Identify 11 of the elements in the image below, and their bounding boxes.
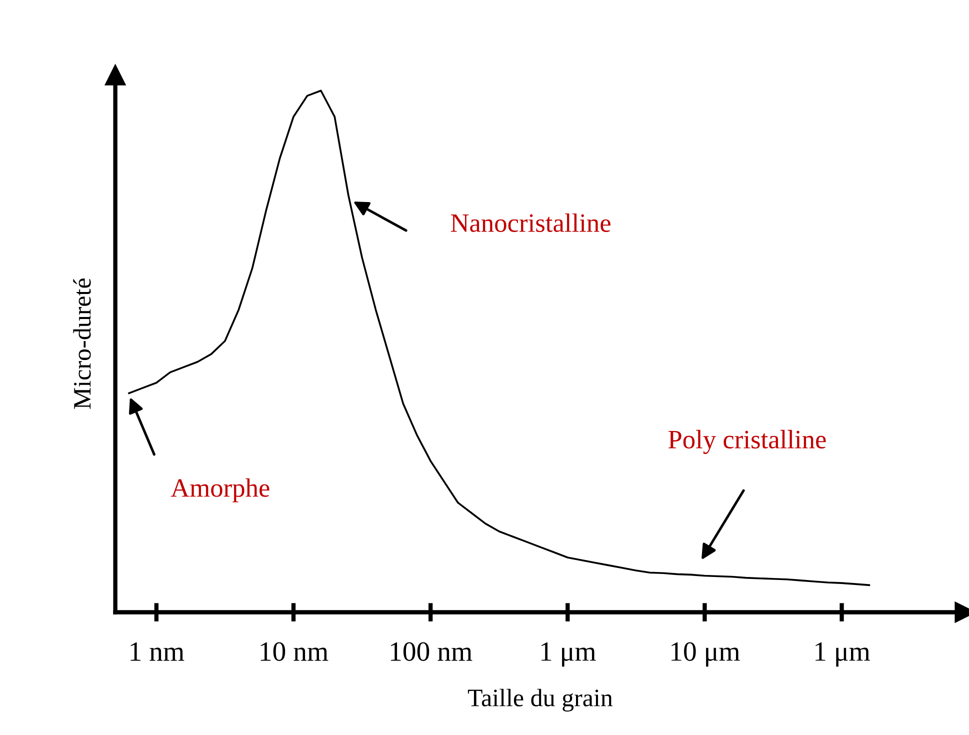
annotation: Poly cristalline bbox=[668, 430, 826, 454]
y-axis-title: Micro-dureté bbox=[73, 278, 91, 409]
x-tick-label: 1 μm bbox=[816, 642, 870, 667]
x-tick-label: 100 nm bbox=[390, 642, 472, 661]
x-tick-label: 1 μm bbox=[541, 642, 596, 667]
x-tick-label: 10 nm bbox=[260, 642, 328, 661]
x-tick-label: 1 nm bbox=[130, 642, 184, 661]
x-tick-label: 10 μm bbox=[672, 642, 740, 667]
annotation: Amorphe bbox=[170, 478, 270, 502]
x-axis-title: Taille du grain bbox=[468, 688, 613, 712]
annotation: Nanocristalline bbox=[450, 213, 610, 232]
